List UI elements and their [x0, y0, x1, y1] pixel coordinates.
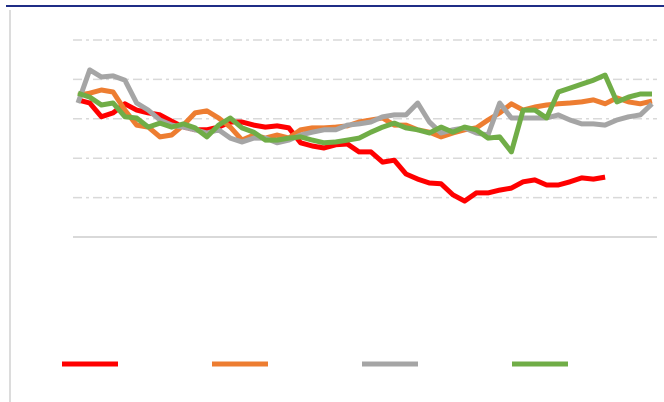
series-line [77, 97, 606, 204]
series-line [77, 72, 652, 155]
grid [73, 39, 657, 238]
series-line [75, 67, 654, 146]
plot [75, 67, 654, 204]
